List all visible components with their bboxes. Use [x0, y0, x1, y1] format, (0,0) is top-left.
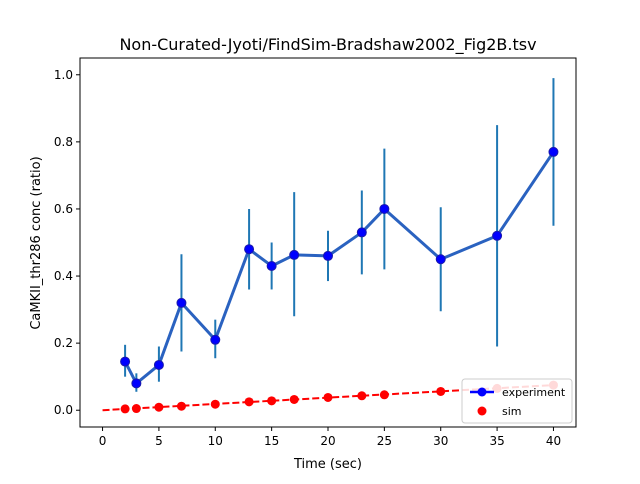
x-tick-label: 30 [433, 434, 448, 448]
experiment-line [123, 151, 555, 385]
sim-point [154, 402, 164, 412]
x-tick-label: 0 [99, 434, 107, 448]
y-tick-label: 1.0 [54, 68, 73, 82]
legend-sim-marker [477, 406, 487, 416]
experiment-point [379, 203, 390, 214]
sim-point [436, 386, 446, 396]
x-tick-label: 35 [489, 434, 504, 448]
experiment-point [289, 249, 300, 260]
sim-point [267, 396, 277, 406]
legend-sim-label: sim [502, 405, 522, 418]
sim-point [244, 397, 254, 407]
legend-experiment-label: experiment [502, 386, 566, 399]
x-axis-label: Time (sec) [293, 457, 362, 472]
experiment-point [356, 227, 367, 238]
sim-point [210, 399, 220, 409]
sim-point [131, 404, 141, 414]
experiment-point [266, 260, 277, 271]
sim-point [176, 401, 186, 411]
sim-point [289, 394, 299, 404]
y-tick-label: 0.6 [54, 202, 73, 216]
y-axis-label: CaMKII_thr286 conc (ratio) [29, 156, 44, 329]
experiment-point [176, 297, 187, 308]
experiment-point [120, 356, 131, 367]
experiment-point [435, 254, 446, 265]
y-tick-label: 0.4 [54, 269, 73, 283]
sim-point [379, 390, 389, 400]
legend-experiment-marker [477, 387, 487, 397]
sim-point [120, 404, 130, 414]
x-tick-label: 10 [208, 434, 223, 448]
experiment-point [548, 146, 559, 157]
sim-point [357, 391, 367, 401]
experiment-point [244, 244, 255, 255]
experiment-point [492, 230, 503, 241]
x-tick-label: 25 [377, 434, 392, 448]
x-tick-label: 20 [320, 434, 335, 448]
y-tick-label: 0.0 [54, 403, 73, 417]
plot-area [102, 78, 559, 414]
y-tick-label: 0.8 [54, 135, 73, 149]
axis-ticks: 0 5 10 15 20 25 30 35 40 0.0 0.2 0.4 0.6 0.8 1.0 [54, 68, 561, 448]
sim-point [323, 392, 333, 402]
legend: experiment sim [461, 378, 573, 424]
chart-title: Non-Curated-Jyoti/FindSim-Bradshaw2002_F… [119, 35, 536, 55]
y-tick-label: 0.2 [54, 336, 73, 350]
experiment-point [131, 378, 142, 389]
experiment-point [210, 334, 221, 345]
x-tick-label: 5 [155, 434, 163, 448]
experiment-point [323, 250, 333, 261]
legend-box [461, 378, 573, 424]
experiment-point [153, 359, 164, 370]
x-tick-label: 40 [546, 434, 561, 448]
x-tick-label: 15 [264, 434, 279, 448]
